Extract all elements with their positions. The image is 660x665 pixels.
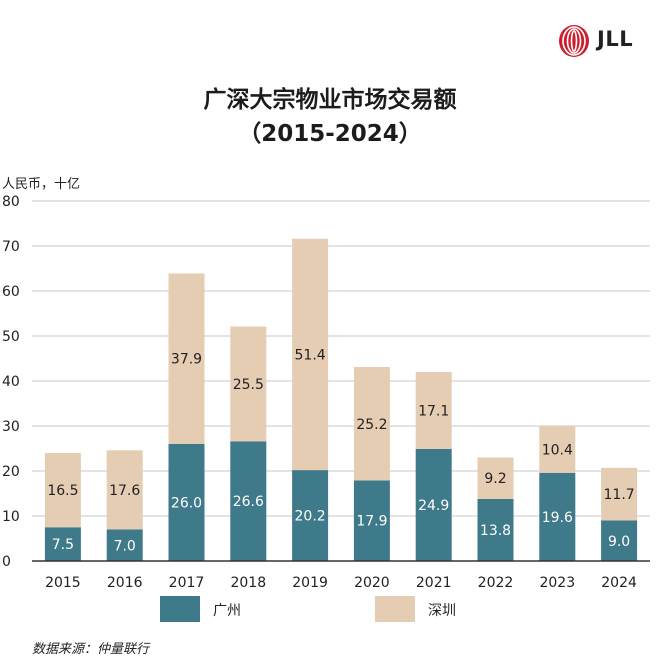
- chart-title-line2: （2015-2024）: [238, 121, 422, 147]
- legend-label-guangzhou: 广州: [213, 603, 241, 619]
- y-tick-label: 50: [2, 329, 20, 345]
- axes: 0 10 20 30 40 50 60 70 80 2015 2016 2017 2018 2019 202…: [2, 194, 650, 591]
- y-tick-label: 0: [2, 554, 11, 570]
- data-labels: 7.5 16.5 7.0 17.6 26.0 37.9 26.6 25.5 20.2 51.4 17…: [47, 347, 634, 554]
- data-label: 20.2: [295, 509, 326, 525]
- bar-segment-shenzhen-2015: [44, 453, 81, 528]
- legend-label-shenzhen: 深圳: [428, 603, 456, 619]
- x-tick-label: 2022: [478, 575, 514, 591]
- x-tick-label: 2018: [230, 575, 266, 591]
- data-label: 25.2: [356, 417, 387, 433]
- bar-segment-shenzhen-2017: [168, 273, 205, 444]
- bar-segment-shenzhen-2022: [477, 457, 514, 499]
- data-label: 16.5: [47, 483, 78, 499]
- data-label: 7.0: [114, 538, 136, 554]
- y-tick-label: 60: [2, 284, 20, 300]
- data-label: 10.4: [542, 442, 573, 458]
- jll-logo-icon: [559, 25, 589, 57]
- data-label: 51.4: [295, 347, 326, 363]
- bar-segment-guangzhou-2023: [539, 472, 576, 561]
- bar-segment-guangzhou-2017: [168, 444, 205, 561]
- bar-segment-shenzhen-2016: [106, 450, 143, 530]
- data-label: 26.6: [233, 494, 264, 510]
- bar-segment-guangzhou-2020: [353, 480, 390, 561]
- x-tick-label: 2020: [354, 575, 390, 591]
- bar-segment-shenzhen-2018: [230, 326, 267, 442]
- bar-segment-shenzhen-2021: [415, 372, 452, 449]
- data-label: 9.0: [608, 534, 630, 550]
- data-label: 17.6: [109, 483, 140, 499]
- bar-segment-shenzhen-2019: [292, 238, 329, 471]
- bar-segment-guangzhou-2019: [292, 470, 329, 561]
- bar-segment-guangzhou-2024: [601, 520, 638, 561]
- y-tick-label: 40: [2, 374, 20, 390]
- data-label: 17.9: [356, 514, 387, 530]
- y-tick-label: 30: [2, 419, 20, 435]
- jll-logo: JLL: [557, 24, 637, 58]
- x-tick-label: 2017: [169, 575, 205, 591]
- x-tick-label: 2015: [45, 575, 81, 591]
- y-tick-label: 80: [2, 194, 20, 210]
- x-tick-label: 2021: [416, 575, 452, 591]
- x-tick-label: 2023: [539, 575, 575, 591]
- bar-segment-guangzhou-2015: [44, 527, 81, 561]
- legend-swatch-shenzhen: [375, 596, 415, 622]
- data-label: 9.2: [484, 471, 506, 487]
- chart-title-line1: 广深大宗物业市场交易额: [203, 87, 457, 113]
- bar-segment-guangzhou-2022: [477, 498, 514, 561]
- y-tick-label: 10: [2, 509, 20, 525]
- bar-segment-guangzhou-2016: [106, 529, 143, 561]
- x-tick-label: 2024: [601, 575, 637, 591]
- data-label: 7.5: [52, 537, 74, 553]
- bar-segment-shenzhen-2023: [539, 426, 576, 473]
- y-tick-label: 70: [2, 239, 20, 255]
- data-label: 19.6: [542, 510, 573, 526]
- bar-segment-shenzhen-2024: [601, 467, 638, 521]
- y-axis-unit-label: 人民币，十亿: [2, 177, 81, 192]
- x-tick-label: 2016: [107, 575, 143, 591]
- data-label: 24.9: [418, 498, 449, 514]
- data-label: 26.0: [171, 496, 202, 512]
- bars: [44, 238, 638, 561]
- data-source-note: 数据来源：仲量联行: [32, 642, 150, 657]
- bar-segment-guangzhou-2021: [415, 448, 452, 561]
- bar-segment-guangzhou-2018: [230, 441, 267, 561]
- data-label: 37.9: [171, 352, 202, 368]
- data-label: 25.5: [233, 377, 264, 393]
- x-tick-label: 2019: [292, 575, 328, 591]
- data-label: 11.7: [604, 487, 635, 503]
- jll-logo-text: JLL: [597, 27, 634, 51]
- data-label: 13.8: [480, 523, 511, 539]
- data-label: 17.1: [418, 403, 449, 419]
- y-tick-label: 20: [2, 464, 20, 480]
- legend-swatch-guangzhou: [160, 596, 200, 622]
- bar-segment-shenzhen-2020: [353, 367, 390, 481]
